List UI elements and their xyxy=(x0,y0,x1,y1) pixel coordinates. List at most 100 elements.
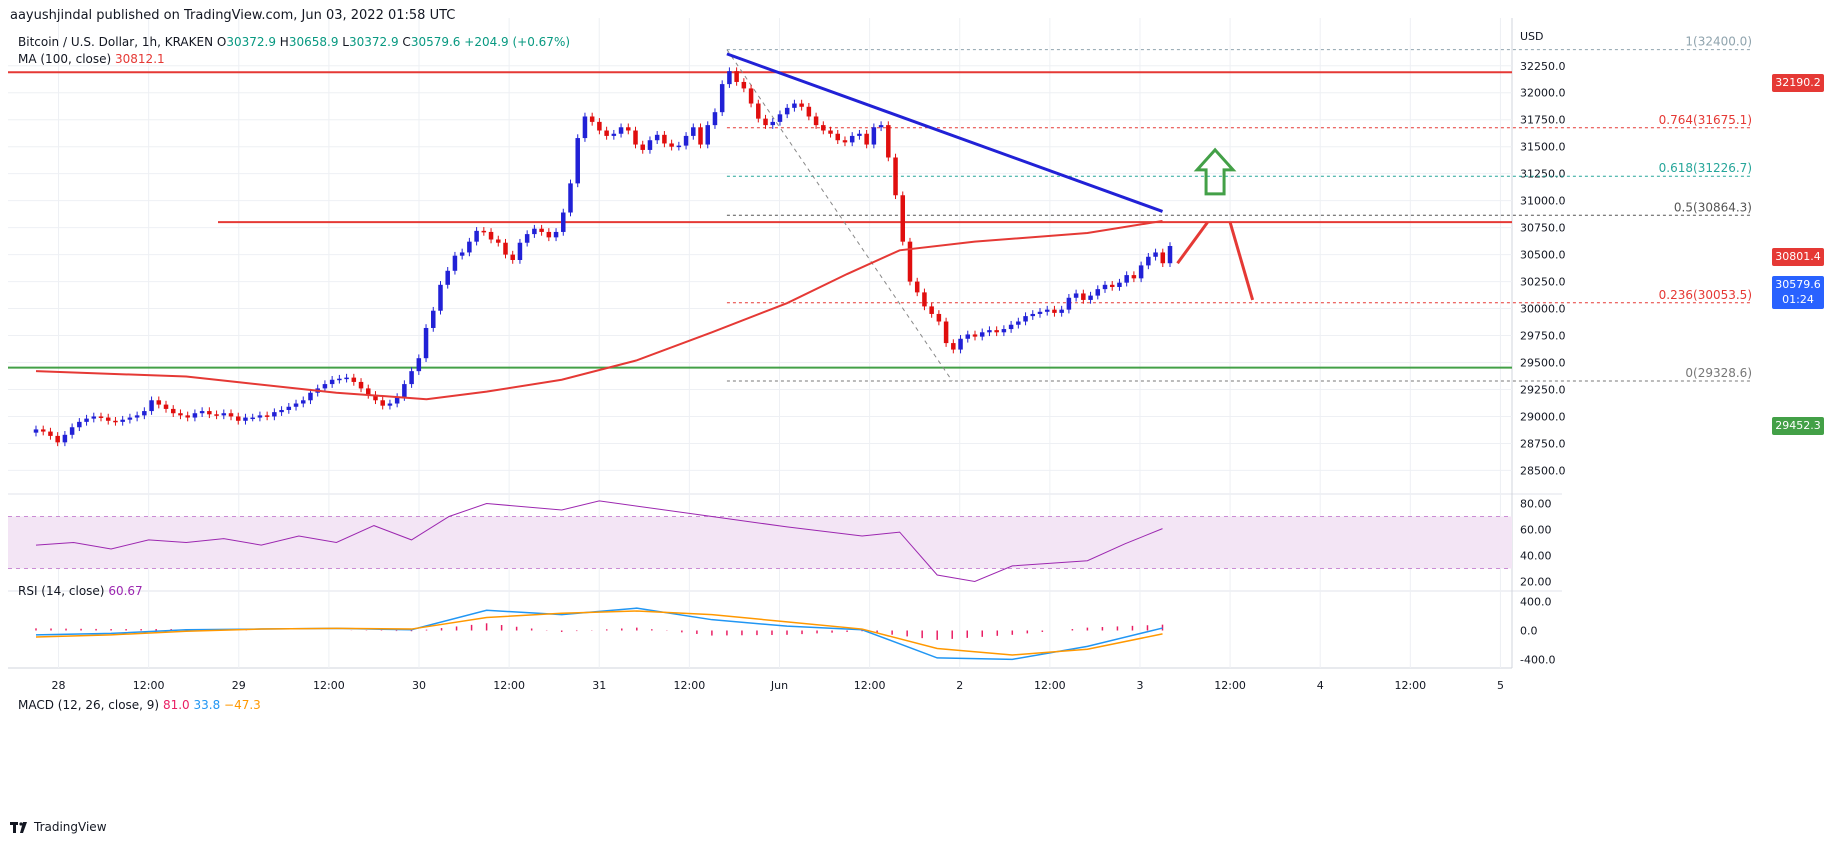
rsi-line xyxy=(35,500,1163,583)
candle-body xyxy=(142,411,147,416)
candle-body xyxy=(546,231,552,238)
rsi-tick-label: 40.00 xyxy=(1520,550,1552,563)
price-tick-label: 28500.0 xyxy=(1520,464,1566,477)
candle-body xyxy=(1117,282,1122,287)
candle-body xyxy=(380,400,385,406)
candle-body xyxy=(1016,321,1021,325)
rsi-label[interactable]: RSI (14, close) xyxy=(18,584,105,598)
candle-body xyxy=(344,377,349,380)
moving-average-line xyxy=(35,219,1163,401)
candle-body xyxy=(243,417,248,421)
ohlc-low: 30372.9 xyxy=(348,35,399,49)
candle-body xyxy=(1124,275,1129,283)
candle-body xyxy=(1131,275,1137,279)
candle-body xyxy=(1160,252,1166,264)
ohlc-c-label: C xyxy=(402,35,411,49)
candle-body xyxy=(366,388,371,395)
price-tag-ma: 30801.4 xyxy=(1772,248,1824,266)
ma-legend[interactable]: MA (100, close) 30812.1 xyxy=(18,52,165,66)
ohlc-close: 30579.6 xyxy=(410,35,461,49)
candle-body xyxy=(416,358,422,372)
candle-body xyxy=(763,118,768,126)
footer-brand[interactable]: TradingView xyxy=(10,820,107,834)
candle-body xyxy=(532,228,537,235)
candle-body xyxy=(683,135,689,146)
price-tag-support: 29452.3 xyxy=(1772,417,1824,435)
candle-body xyxy=(849,135,855,143)
publisher-line: aayushjindal published on TradingView.co… xyxy=(10,8,456,23)
fib-diagonal xyxy=(726,49,953,382)
candle-body xyxy=(698,127,703,145)
candle-body xyxy=(1088,295,1093,300)
time-tick-label: 30 xyxy=(412,679,426,692)
candle-body xyxy=(91,416,97,419)
candle-body xyxy=(1109,284,1115,287)
fib-level-label: 0.236(30053.5) xyxy=(1659,288,1752,302)
price-tick-label: 30500.0 xyxy=(1520,249,1566,262)
candle-body xyxy=(358,381,364,389)
price-tick-label: 31000.0 xyxy=(1520,195,1566,208)
candle-body xyxy=(257,415,263,418)
candle-body xyxy=(48,431,53,436)
candle-body xyxy=(1146,256,1151,266)
price-tick-label: 29250.0 xyxy=(1520,383,1566,396)
candle-body xyxy=(105,417,111,421)
candle-body xyxy=(431,310,436,328)
candle-body xyxy=(741,81,747,89)
time-tick-label: 12:00 xyxy=(1394,679,1426,692)
candle-body xyxy=(936,313,942,322)
candle-body xyxy=(1008,324,1014,330)
candle-body xyxy=(351,377,357,382)
price-tick-label: 31750.0 xyxy=(1520,114,1566,127)
time-tick-label: Jun xyxy=(770,679,788,692)
ohlc-h-label: H xyxy=(279,35,289,49)
footer-brand-text: TradingView xyxy=(34,820,107,834)
candle-body xyxy=(994,330,999,333)
time-tick-label: 12:00 xyxy=(674,679,706,692)
candle-body xyxy=(149,400,154,412)
candle-body xyxy=(1102,284,1108,290)
candle-body xyxy=(1001,329,1007,333)
candle-body xyxy=(1153,252,1158,257)
price-tick-label: 30750.0 xyxy=(1520,222,1566,235)
candle-body xyxy=(322,384,328,389)
candle-body xyxy=(712,112,718,126)
ohlc-o-label: O xyxy=(216,35,227,49)
candle-body xyxy=(387,403,393,406)
candle-body xyxy=(40,429,46,432)
time-tick-label: 12:00 xyxy=(1214,679,1246,692)
time-tick-label: 31 xyxy=(592,679,606,692)
time-tick-label: 12:00 xyxy=(133,679,165,692)
candle-body xyxy=(467,241,472,253)
candle-body xyxy=(604,130,609,136)
macd-line-value: 33.8 xyxy=(193,698,221,712)
candle-body xyxy=(864,133,869,145)
symbol-title[interactable]: Bitcoin / U.S. Dollar, 1h, KRAKEN xyxy=(18,35,214,49)
candle-body xyxy=(575,138,580,184)
candle-body xyxy=(662,134,667,144)
candle-body xyxy=(914,281,920,293)
candle-body xyxy=(221,413,227,416)
candle-body xyxy=(272,412,277,417)
candle-body xyxy=(496,239,501,243)
ma-label[interactable]: MA (100, close) xyxy=(18,52,112,66)
candle-body xyxy=(1066,297,1072,310)
macd-legend[interactable]: MACD (12, 26, close, 9) 81.0 33.8 −47.3 xyxy=(18,698,261,712)
price-tick-label: 31250.0 xyxy=(1520,168,1566,181)
time-tick-label: 12:00 xyxy=(493,679,525,692)
symbol-legend[interactable]: Bitcoin / U.S. Dollar, 1h, KRAKEN O 30372… xyxy=(18,35,570,49)
candle-body xyxy=(568,183,573,213)
rsi-legend[interactable]: RSI (14, close) 60.67 xyxy=(18,584,143,598)
candle-body xyxy=(871,127,877,145)
candle-body xyxy=(777,114,783,122)
tradingview-logo-icon xyxy=(10,821,30,833)
price-tick-label: 29000.0 xyxy=(1520,410,1566,423)
candle-body xyxy=(120,419,125,422)
candle-body xyxy=(134,415,140,418)
macd-label[interactable]: MACD (12, 26, close, 9) xyxy=(18,698,160,712)
candle-body xyxy=(669,143,674,147)
last-price: 30579.6 xyxy=(1775,278,1821,291)
macd-tick-label: 400.0 xyxy=(1520,596,1552,609)
